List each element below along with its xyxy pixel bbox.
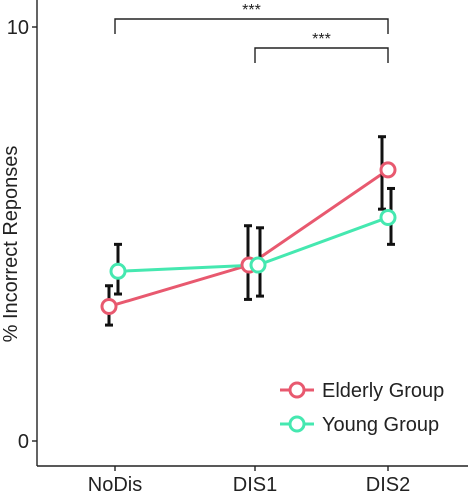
legend-swatch-marker [288, 415, 306, 433]
data-point [379, 161, 397, 179]
series-marks-1 [109, 186, 397, 298]
significance-label: *** [312, 31, 331, 48]
x-tick-label: DIS2 [366, 474, 410, 496]
data-point [249, 256, 267, 274]
significance-bracket [114, 18, 389, 34]
legend: Elderly Group Young Group [280, 380, 444, 436]
data-point [379, 208, 397, 226]
significance-label: *** [242, 2, 261, 19]
data-point [109, 262, 127, 280]
y-axis-label: % Incorrect Reponses [0, 146, 22, 343]
significance-bracket [254, 47, 389, 63]
x-tick-label: DIS1 [233, 474, 277, 496]
y-tick-label: 0 [18, 431, 29, 453]
legend-label: Young Group [322, 414, 439, 436]
y-tick-label: 10 [7, 17, 29, 39]
data-point [100, 297, 118, 315]
series-group [100, 135, 397, 327]
significance-annotations: *** *** [114, 2, 389, 63]
legend-label: Elderly Group [322, 380, 444, 402]
x-tick-label: NoDis [88, 474, 142, 496]
legend-swatch-marker [288, 381, 306, 399]
